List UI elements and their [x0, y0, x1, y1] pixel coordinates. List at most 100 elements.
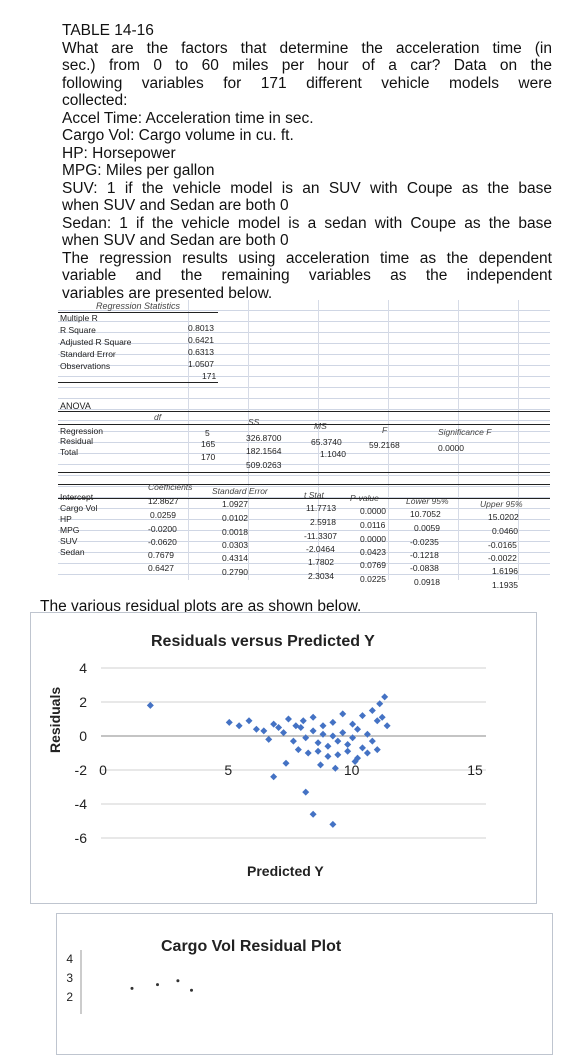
coef-value: 0.6427	[148, 563, 174, 573]
data-point	[280, 729, 288, 737]
coef-row-label: MPG	[60, 525, 80, 535]
table-heading: TABLE 14-16	[62, 22, 154, 39]
x-tick-label: 15	[467, 762, 483, 778]
coef-row-label: Cargo Vol	[60, 503, 98, 513]
variable-definition: Accel Time: Acceleration time in sec.	[62, 109, 314, 127]
coef-p: 0.0769	[360, 560, 386, 570]
anova-df: 170	[201, 452, 216, 462]
data-point	[363, 749, 371, 757]
data-point	[314, 739, 322, 747]
data-point	[344, 747, 352, 755]
anova-f: 59.2168	[369, 440, 400, 450]
coef-lower: 0.0918	[414, 577, 440, 587]
y-tick-label: 0	[79, 728, 87, 744]
stat-value: 0.6313	[188, 347, 214, 357]
chart-title: Cargo Vol Residual Plot	[161, 938, 342, 955]
cargo-vol-residual-chart: Cargo Vol Residual Plot 4 3 2	[56, 913, 553, 1055]
y-tick-label: 4	[79, 660, 87, 676]
coef-upper: 1.1935	[492, 580, 518, 590]
data-point	[324, 752, 332, 760]
data-point	[329, 718, 337, 726]
stat-value: 0.8013	[188, 323, 214, 333]
data-point	[260, 727, 268, 735]
coef-value: 12.8627	[148, 496, 179, 506]
anova-row-label: Total	[60, 447, 78, 457]
data-point	[275, 724, 283, 731]
data-point	[368, 707, 376, 714]
coef-row-label: HP	[60, 514, 72, 524]
data-point	[302, 788, 310, 796]
data-point	[309, 727, 317, 735]
coef-row-label: SUV	[60, 536, 78, 546]
variable-definition: HP: Horsepower	[62, 144, 176, 162]
regression-statistics-title: Regression Statistics	[96, 301, 181, 311]
data-point	[358, 712, 366, 720]
data-point	[363, 730, 371, 738]
data-point	[270, 773, 278, 781]
stat-label: Observations	[60, 361, 111, 371]
stat-label: R Square	[60, 325, 96, 335]
anova-ss: 182.1564	[246, 446, 282, 456]
residual-caption: The various residual plots are as shown …	[40, 598, 362, 615]
data-point	[329, 732, 337, 740]
data-point	[190, 988, 193, 992]
problem-line: variable and the remaining variables as …	[62, 267, 552, 284]
anova-row-label: Regression	[60, 426, 103, 436]
coef-lower: 10.7052	[410, 509, 441, 519]
data-point	[331, 764, 339, 772]
y-tick-label: 2	[66, 990, 73, 1004]
problem-line: What are the factors that determine the …	[62, 39, 552, 57]
coef-p: 0.0225	[360, 574, 386, 584]
coef-upper: 0.0460	[492, 526, 518, 536]
coef-p: 0.0423	[360, 547, 386, 557]
residuals-vs-predicted-chart: Residuals versus Predicted Y Residuals P…	[30, 612, 537, 904]
variable-definition: SUV: 1 if the vehicle model is an SUV wi…	[62, 179, 552, 197]
data-point	[235, 722, 243, 730]
coef-se: 0.4314	[222, 553, 248, 563]
data-point	[319, 730, 327, 738]
data-point	[176, 979, 180, 983]
data-point	[156, 983, 159, 987]
coef-t: 1.7802	[308, 557, 334, 567]
coef-row-label: Intercept	[60, 492, 94, 502]
data-point	[358, 744, 366, 752]
coef-upper: -0.0022	[488, 553, 517, 563]
chart-title: Residuals versus Predicted Y	[151, 633, 375, 650]
stat-label: Adjusted R Square	[60, 337, 132, 347]
problem-line: variables are presented below.	[62, 284, 273, 302]
coef-header-t-stat: t Stat	[304, 490, 324, 500]
problem-line: sec.) from 0 to 60 miles per hour of a c…	[62, 57, 552, 74]
coef-header-coefficients: Coefficients	[148, 482, 193, 492]
anova-df: 5	[205, 428, 210, 438]
y-tick-label: -6	[75, 830, 88, 846]
data-point	[317, 761, 325, 769]
anova-ss: 326.8700	[246, 433, 282, 443]
variable-definition: MPG: Miles per gallon	[62, 162, 215, 179]
anova-header-ms: MS	[314, 421, 327, 431]
anova-header-f: F	[382, 425, 388, 435]
data-point	[319, 722, 327, 730]
problem-line: The regression results using acceleratio…	[62, 249, 552, 267]
anova-ms: 65.3740	[311, 437, 342, 447]
data-point	[339, 729, 347, 737]
data-point	[373, 717, 381, 725]
coef-t: 11.7713	[306, 503, 337, 513]
data-point	[146, 701, 154, 709]
coef-value: -0.0200	[148, 524, 177, 534]
data-point	[282, 759, 290, 767]
data-point	[351, 758, 359, 765]
anova-header-ss: SS	[248, 417, 260, 427]
y-tick-label: -4	[75, 796, 88, 812]
variable-definition: when SUV and Sedan are both 0	[62, 197, 289, 214]
coef-t: 2.5918	[310, 517, 336, 527]
anova-ms: 1.1040	[320, 449, 346, 459]
data-point	[284, 715, 292, 723]
coef-upper: 1.6196	[492, 566, 518, 576]
anova-header-df: df	[154, 412, 162, 422]
data-point	[334, 737, 342, 745]
y-tick-label: 3	[66, 971, 73, 985]
coef-p: 0.0000	[360, 506, 386, 516]
y-tick-label: -2	[75, 762, 88, 778]
coef-p: 0.0116	[360, 520, 386, 530]
anova-header-significance: Significance F	[438, 427, 492, 437]
